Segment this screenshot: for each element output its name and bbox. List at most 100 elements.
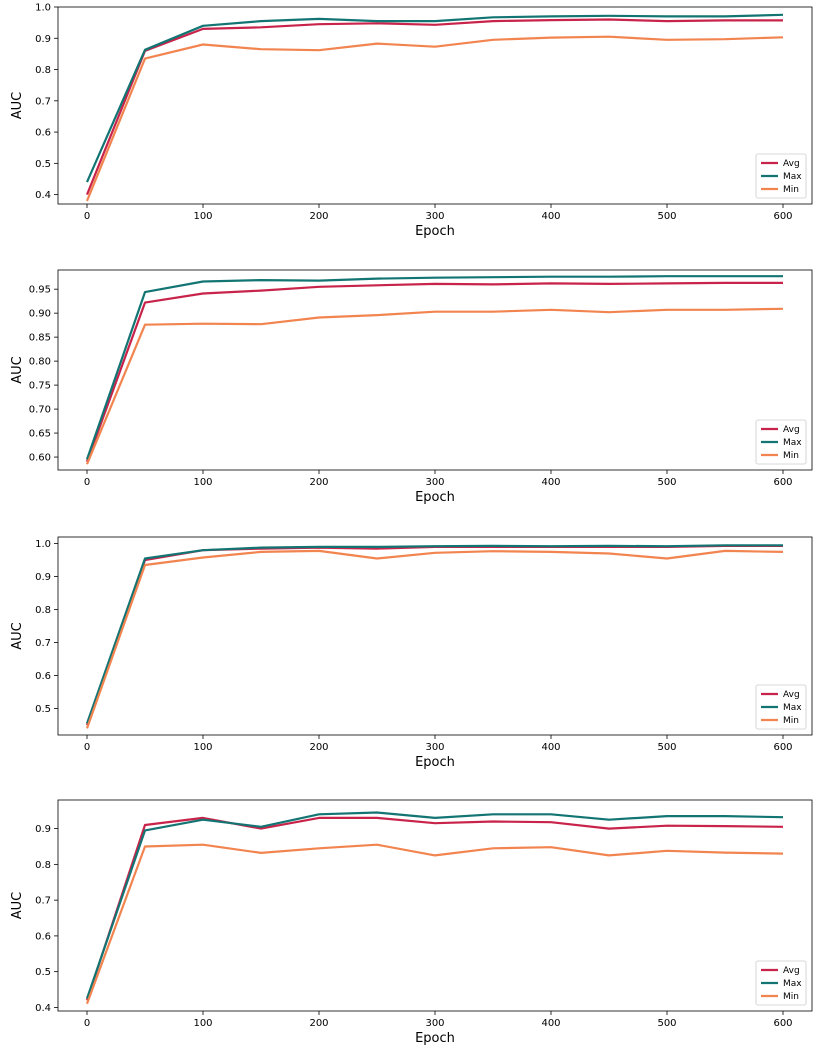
y-tick-label: 0.65 bbox=[29, 429, 51, 440]
legend-box bbox=[755, 153, 807, 199]
x-tick-label: 200 bbox=[309, 742, 328, 753]
y-tick-label: 0.60 bbox=[29, 453, 51, 464]
x-tick-label: 400 bbox=[541, 211, 560, 222]
x-tick-label: 0 bbox=[84, 742, 90, 753]
x-tick-label: 0 bbox=[84, 1018, 90, 1029]
axes-frame bbox=[57, 269, 813, 471]
y-tick-label: 0.95 bbox=[29, 285, 51, 296]
x-axis-label: Epoch bbox=[415, 224, 455, 239]
series-line-avg bbox=[85, 18, 783, 196]
x-tick-label: 0 bbox=[84, 477, 90, 488]
x-tick-label: 100 bbox=[193, 1018, 212, 1029]
y-tick-label: 0.80 bbox=[29, 357, 51, 368]
legend: Avg Max Min bbox=[755, 960, 807, 1006]
x-tick-label: 300 bbox=[425, 742, 444, 753]
legend-label-min: Min bbox=[783, 185, 799, 195]
legend-label-avg: Avg bbox=[783, 159, 800, 169]
series-line-min bbox=[85, 843, 784, 1005]
y-tick-label: 0.5 bbox=[35, 704, 51, 715]
legend-box bbox=[755, 684, 807, 730]
y-tick-label: 0.8 bbox=[35, 65, 51, 76]
axes-frame bbox=[57, 799, 813, 1012]
legend-label-max: Max bbox=[783, 979, 802, 989]
y-axis-label: AUC bbox=[10, 892, 25, 920]
y-tick-label: 0.75 bbox=[29, 381, 51, 392]
x-tick-label: 200 bbox=[309, 477, 328, 488]
x-tick-label: 600 bbox=[773, 477, 792, 488]
x-tick-label: 100 bbox=[193, 742, 212, 753]
y-tick-label: 0.7 bbox=[35, 96, 51, 107]
y-tick-label: 0.6 bbox=[35, 671, 51, 682]
x-tick-label: 200 bbox=[309, 1018, 328, 1029]
series-line-min bbox=[85, 307, 784, 465]
y-tick-label: 0.85 bbox=[29, 333, 51, 344]
y-tick-label: 0.9 bbox=[35, 34, 51, 45]
legend-box bbox=[755, 419, 807, 465]
x-tick-label: 500 bbox=[657, 211, 676, 222]
series-line-avg bbox=[85, 544, 783, 726]
series-line-min bbox=[85, 549, 784, 729]
y-tick-label: 0.6 bbox=[35, 931, 51, 942]
x-tick-label: 500 bbox=[657, 1018, 676, 1029]
axes-frame bbox=[57, 6, 813, 205]
chart-panel-1: 0 100 200 300 400 500 600 0.4 0.5 0.6 0.7 0.8 0.9 1.0… bbox=[10, 3, 813, 239]
series-line-max bbox=[85, 275, 783, 460]
axes-frame bbox=[57, 536, 813, 736]
x-tick-label: 300 bbox=[425, 477, 444, 488]
legend-box bbox=[755, 960, 807, 1006]
y-axis-label: AUC bbox=[10, 92, 25, 120]
y-tick-label: 0.6 bbox=[35, 128, 51, 139]
x-tick-label: 300 bbox=[425, 211, 444, 222]
x-tick-label: 200 bbox=[309, 211, 328, 222]
legend: Avg Max Min bbox=[755, 684, 807, 730]
y-tick-label: 0.5 bbox=[35, 159, 51, 170]
legend: Avg Max Min bbox=[755, 419, 807, 465]
y-tick-label: 0.9 bbox=[35, 572, 51, 583]
y-tick-label: 0.7 bbox=[35, 638, 51, 649]
legend-label-min: Min bbox=[783, 992, 799, 1002]
x-axis-label: Epoch bbox=[415, 1031, 455, 1046]
y-tick-label: 0.9 bbox=[35, 824, 51, 835]
y-tick-label: 0.5 bbox=[35, 967, 51, 978]
chart-panel-4: 0 100 200 300 400 500 600 0.4 0.5 0.6 0.7 0.8 0.9 Epo… bbox=[10, 799, 813, 1046]
series-line-max bbox=[85, 811, 784, 999]
series-line-avg bbox=[85, 281, 783, 463]
x-tick-label: 400 bbox=[541, 1018, 560, 1029]
legend-label-max: Max bbox=[783, 172, 802, 182]
series-line-avg bbox=[85, 816, 784, 1001]
legend-label-max: Max bbox=[783, 703, 802, 713]
x-tick-label: 400 bbox=[541, 477, 560, 488]
y-tick-label: 0.4 bbox=[35, 190, 51, 201]
x-tick-label: 100 bbox=[193, 211, 212, 222]
legend-label-min: Min bbox=[783, 716, 799, 726]
y-tick-label: 0.7 bbox=[35, 896, 51, 907]
series-line-max bbox=[85, 544, 783, 724]
chart-panel-3: 0 100 200 300 400 500 600 0.5 0.6 0.7 0.8 0.9 1.0 Epo… bbox=[10, 536, 813, 770]
y-axis-label: AUC bbox=[10, 622, 25, 650]
x-tick-label: 400 bbox=[541, 742, 560, 753]
x-tick-label: 600 bbox=[773, 211, 792, 222]
x-tick-label: 500 bbox=[657, 742, 676, 753]
x-axis-label: Epoch bbox=[415, 490, 455, 505]
y-tick-label: 0.90 bbox=[29, 309, 51, 320]
legend-label-avg: Avg bbox=[783, 425, 800, 435]
x-tick-label: 300 bbox=[425, 1018, 444, 1029]
y-tick-label: 0.8 bbox=[35, 860, 51, 871]
legend-label-avg: Avg bbox=[783, 690, 800, 700]
y-tick-label: 0.70 bbox=[29, 405, 51, 416]
legend-label-avg: Avg bbox=[783, 966, 800, 976]
x-axis-label: Epoch bbox=[415, 755, 455, 770]
chart-panel-2: 0 100 200 300 400 500 600 0.60 0.65 0.70 0.75 0.80 0… bbox=[10, 269, 813, 505]
legend-label-min: Min bbox=[783, 451, 799, 461]
series-line-max bbox=[85, 13, 784, 183]
x-tick-label: 100 bbox=[193, 477, 212, 488]
y-axis-label: AUC bbox=[10, 356, 25, 384]
y-tick-label: 0.8 bbox=[35, 605, 51, 616]
legend-label-max: Max bbox=[783, 438, 802, 448]
x-tick-label: 500 bbox=[657, 477, 676, 488]
x-tick-label: 600 bbox=[773, 1018, 792, 1029]
x-tick-label: 0 bbox=[84, 211, 90, 222]
y-tick-label: 0.4 bbox=[35, 1003, 51, 1014]
